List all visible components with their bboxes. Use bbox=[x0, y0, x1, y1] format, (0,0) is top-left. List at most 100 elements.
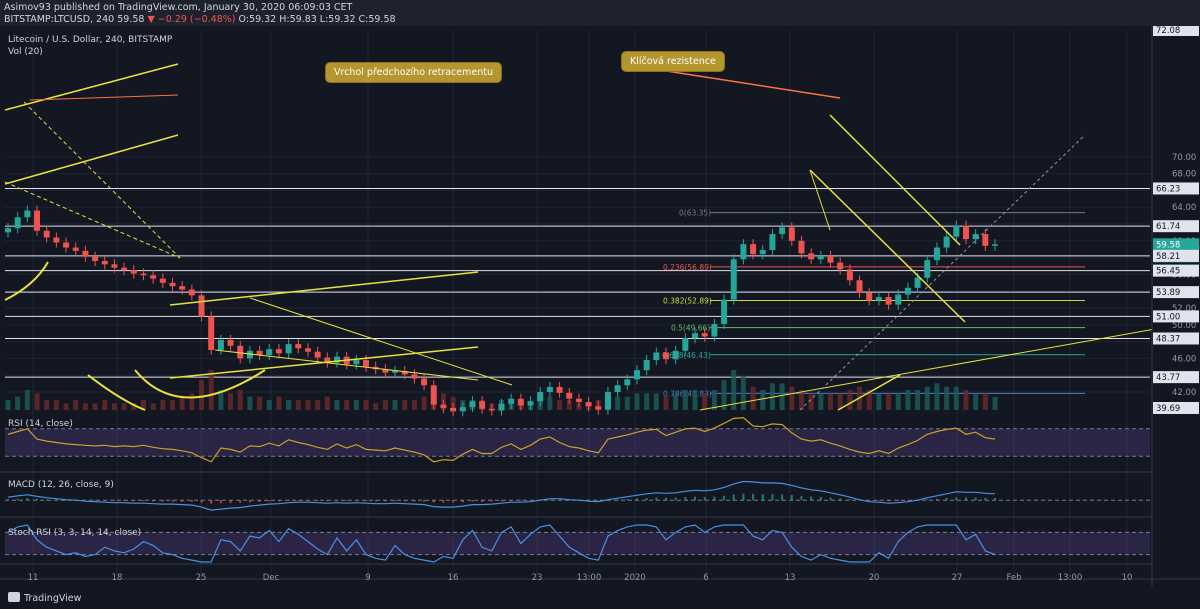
candle-body bbox=[653, 352, 660, 361]
candle-body bbox=[740, 244, 747, 260]
volume-bar bbox=[731, 370, 737, 410]
x-tick-label: 6 bbox=[703, 573, 708, 583]
x-tick-label: 2020 bbox=[624, 573, 646, 583]
candle-body bbox=[837, 262, 844, 270]
macd-hist-bar bbox=[403, 500, 406, 502]
volume-bar bbox=[218, 390, 224, 410]
volume-bar bbox=[150, 403, 156, 410]
y-tick-label: 50.00 bbox=[1172, 321, 1196, 331]
y-tick-label: 70.00 bbox=[1172, 153, 1196, 163]
volume-bar bbox=[828, 393, 833, 410]
chart-area[interactable]: 0(63.35) 0.236(56.89) 0.382(52.89) 0.5(49.6… bbox=[0, 26, 1200, 609]
volume-bar bbox=[934, 383, 940, 410]
candle-body bbox=[508, 398, 515, 404]
chart-title: Litecoin / U.S. Dollar, 240, BITSTAMP bbox=[8, 35, 173, 45]
candle-body bbox=[92, 256, 99, 261]
volume-bar bbox=[992, 396, 998, 410]
macd-hist-bar bbox=[974, 497, 977, 501]
macd-hist-bar bbox=[248, 500, 251, 503]
candle-body bbox=[663, 352, 669, 360]
trendline bbox=[829, 114, 961, 246]
candle-body bbox=[24, 210, 31, 218]
macd-hist-bar bbox=[239, 500, 242, 503]
x-tick-label: 16 bbox=[448, 573, 459, 583]
macd-hist-bar bbox=[394, 500, 397, 502]
volume-bar bbox=[711, 390, 717, 410]
volume-bar bbox=[837, 393, 843, 410]
volume-bar bbox=[421, 396, 427, 410]
price-label-bg bbox=[1153, 332, 1199, 345]
candle-body bbox=[750, 244, 757, 255]
macd-hist-bar bbox=[713, 496, 716, 501]
volume-bar bbox=[557, 400, 563, 410]
macd-hist-bar bbox=[674, 497, 677, 501]
candle-body bbox=[808, 253, 815, 260]
macd-hist-bar bbox=[355, 500, 358, 502]
candle-body bbox=[5, 228, 11, 233]
volume-bar bbox=[363, 400, 369, 410]
y-tick-label: 46.00 bbox=[1172, 354, 1196, 364]
candle-body bbox=[875, 297, 882, 301]
volume-bar bbox=[373, 403, 379, 410]
stoch-label: Stoch RSI (3, 3, 14, 14, close) bbox=[8, 528, 142, 538]
volume-bar bbox=[905, 390, 911, 410]
x-tick-label: 9 bbox=[365, 573, 370, 583]
x-tick-label: Dec bbox=[263, 573, 280, 583]
volume-bar bbox=[44, 400, 50, 410]
volume-bar bbox=[973, 393, 979, 410]
stoch-band bbox=[5, 532, 1150, 555]
macd-hist-bar bbox=[152, 500, 155, 502]
candle-body bbox=[895, 294, 902, 305]
macd-hist-bar bbox=[955, 497, 958, 501]
last-price: 59.58 bbox=[117, 14, 145, 25]
candle-body bbox=[353, 360, 360, 365]
rsi-label: RSI (14, close) bbox=[8, 419, 73, 429]
volume-bar bbox=[228, 393, 234, 410]
volume-bar bbox=[237, 390, 243, 410]
candle-body bbox=[914, 277, 921, 288]
macd-hist-bar bbox=[132, 500, 135, 502]
volume-bar bbox=[953, 386, 959, 410]
volume-bar bbox=[247, 396, 253, 410]
price-label: 43.77 bbox=[1156, 373, 1180, 383]
volume-bar bbox=[866, 390, 872, 410]
candle-body bbox=[450, 407, 457, 412]
brand-text: TradingView bbox=[24, 593, 82, 604]
price-label: 56.45 bbox=[1156, 267, 1180, 277]
volume-bar bbox=[15, 396, 21, 410]
macd-hist-bar bbox=[326, 500, 329, 502]
candle-body bbox=[517, 398, 524, 406]
candle-body bbox=[227, 339, 234, 346]
macd-hist-bar bbox=[790, 495, 793, 501]
volume-bar bbox=[189, 393, 195, 410]
macd-hist-bar bbox=[781, 494, 784, 501]
trendline bbox=[837, 374, 901, 411]
volume-bar bbox=[208, 370, 214, 410]
y-tick-label: 52.00 bbox=[1172, 304, 1196, 314]
volume-bar bbox=[266, 400, 272, 410]
volume-bar bbox=[111, 403, 117, 410]
macd-hist-bar bbox=[761, 494, 764, 501]
macd-hist-bar bbox=[413, 500, 416, 502]
fib-label: 0(63.35) bbox=[679, 209, 711, 218]
trendline bbox=[214, 349, 479, 381]
volume-bar bbox=[624, 396, 630, 410]
candle-body bbox=[856, 280, 863, 293]
trendline bbox=[699, 328, 1156, 411]
volume-bar bbox=[402, 400, 408, 410]
candle-body bbox=[101, 260, 108, 265]
macd-hist-bar bbox=[423, 500, 426, 502]
arc-line bbox=[4, 261, 49, 301]
candle-body bbox=[982, 234, 989, 246]
volume-bar bbox=[344, 400, 350, 410]
macd-hist-bar bbox=[868, 500, 871, 501]
price-label-bg bbox=[1153, 264, 1199, 277]
macd-hist-bar bbox=[964, 497, 967, 501]
macd-hist-bar bbox=[336, 500, 338, 502]
x-tick-label: 11 bbox=[28, 573, 39, 583]
macd-hist-bar bbox=[877, 500, 880, 501]
macd-hist-bar bbox=[142, 500, 145, 502]
macd-hist-bar bbox=[558, 499, 561, 501]
tradingview-logo[interactable]: TradingView bbox=[8, 592, 81, 604]
volume-bar bbox=[73, 400, 79, 410]
